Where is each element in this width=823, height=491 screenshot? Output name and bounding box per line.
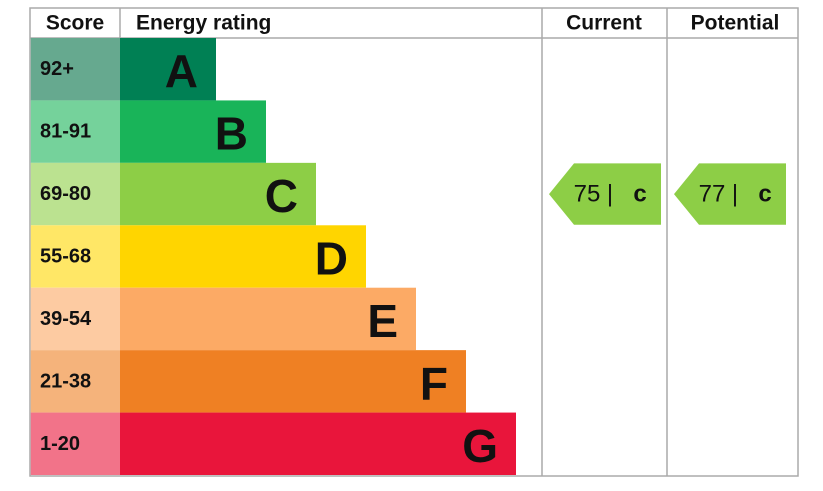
rating-letter: B: [215, 108, 248, 160]
rating-bar: [120, 350, 466, 413]
potential-score: 77: [699, 181, 726, 208]
rating-letter: G: [462, 420, 498, 472]
score-cell: [30, 162, 120, 226]
rating-letter: C: [265, 170, 298, 222]
score-cell: [30, 38, 120, 101]
rating-letter: F: [420, 357, 448, 409]
rating-bar: [120, 225, 366, 288]
score-range: 21-38: [40, 370, 91, 392]
potential-separator: |: [732, 181, 738, 208]
header-potential: Potential: [691, 12, 780, 35]
score-range: 1-20: [40, 433, 80, 455]
score-cell: [30, 412, 120, 475]
rating-letter: E: [367, 295, 398, 347]
score-cell: [30, 350, 120, 413]
rating-bar: [120, 287, 416, 351]
rating-bar: [120, 162, 316, 226]
score-range: 55-68: [40, 246, 91, 268]
current-separator: |: [607, 181, 613, 208]
score-range: 69-80: [40, 183, 91, 205]
header-current: Current: [566, 12, 642, 35]
frame: [29, 7, 799, 477]
header-rating: Energy rating: [136, 12, 271, 35]
score-cell: [30, 225, 120, 288]
current-score: 75: [574, 181, 601, 208]
current-letter: c: [633, 181, 646, 208]
score-cell: [30, 100, 120, 163]
rating-bar: [120, 38, 216, 101]
score-cell: [30, 287, 120, 351]
score-range: 39-54: [40, 308, 92, 330]
rating-bar: [120, 412, 516, 475]
score-range: 92+: [40, 58, 74, 80]
score-range: 81-91: [40, 121, 91, 143]
header-score: Score: [46, 12, 104, 35]
rating-letter: A: [165, 45, 198, 97]
rating-letter: D: [315, 233, 348, 285]
current-arrow: [549, 163, 661, 225]
potential-letter: c: [758, 181, 771, 208]
potential-arrow: [674, 163, 786, 225]
rating-bar: [120, 100, 266, 163]
